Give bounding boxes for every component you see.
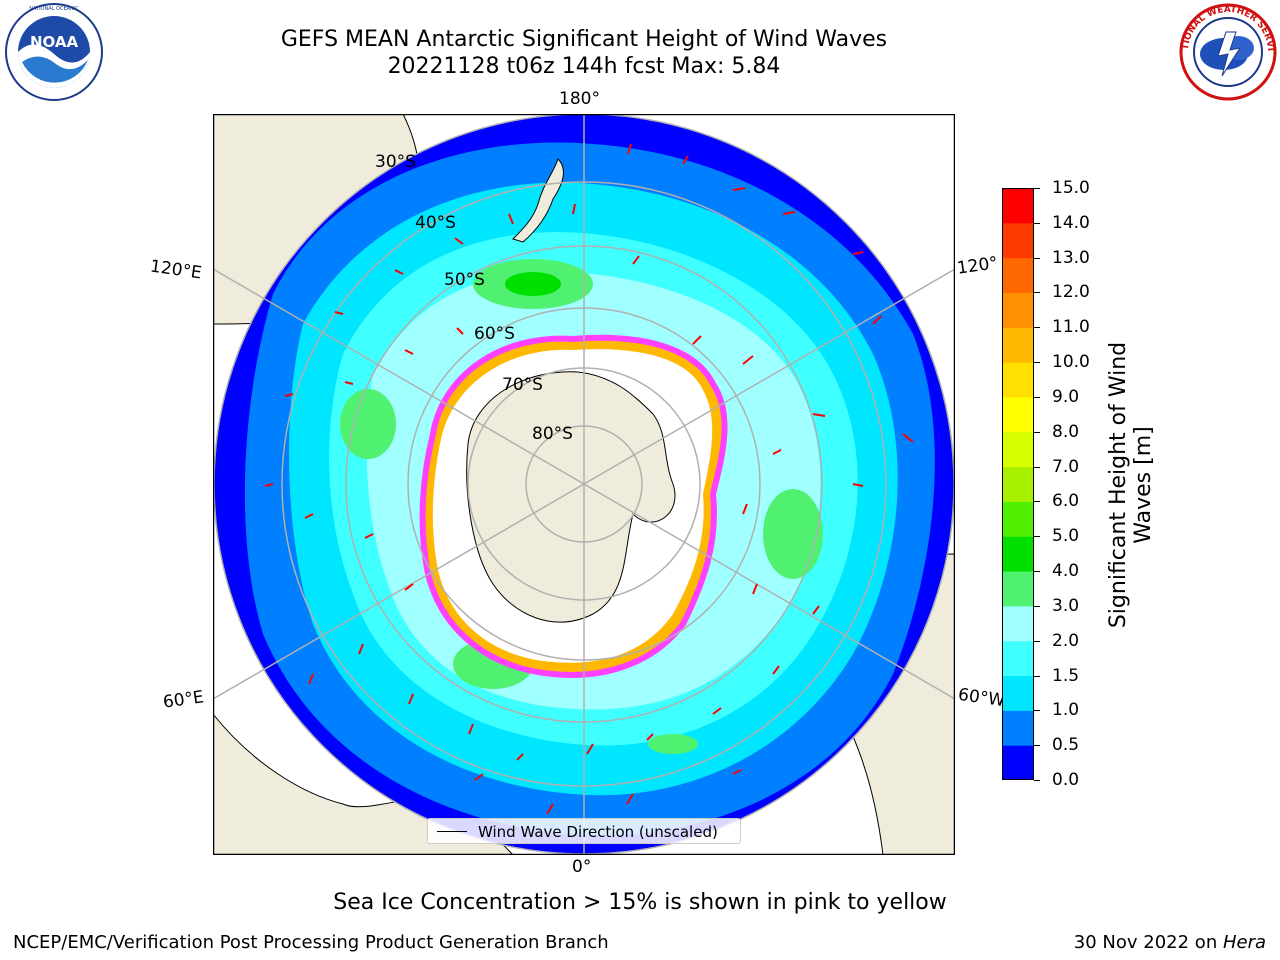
colorbar-tick-label: 6.0 (1052, 491, 1080, 512)
colorbar-band (1002, 536, 1034, 572)
colorbar-band (1002, 501, 1034, 537)
lon-label-0: 0° (572, 857, 592, 877)
land-new-zealand (512, 158, 564, 243)
colorbar (1002, 188, 1034, 780)
footer-host: Hera (1222, 932, 1266, 953)
colorbar-tick-label: 1.0 (1052, 700, 1080, 721)
colorbar-tick-mark (1034, 466, 1040, 468)
wave-max-2 (505, 272, 561, 296)
lon-label-60e: 60°E (161, 687, 206, 713)
colorbar-tick-mark (1034, 396, 1040, 398)
lat-label-70s: 70°S (502, 375, 543, 395)
colorbar-tick-label: 0.5 (1052, 735, 1080, 756)
colorbar-tick-mark (1034, 327, 1040, 329)
colorbar-band (1002, 257, 1034, 293)
colorbar-band (1002, 292, 1034, 328)
colorbar-band (1002, 605, 1034, 642)
colorbar-label-line2: Waves [m] (1131, 426, 1156, 544)
colorbar-band (1002, 188, 1034, 224)
colorbar-label-line1: Significant Height of Wind (1106, 341, 1131, 629)
colorbar-band (1002, 675, 1034, 711)
nws-logo: NATIONAL WEATHER SERVICE (1178, 2, 1277, 101)
sea-ice-note: Sea Ice Concentration > 15% is shown in … (333, 890, 947, 915)
footer-date: 30 Nov 2022 on Hera (1074, 932, 1266, 953)
colorbar-tick-mark (1034, 571, 1040, 573)
colorbar-tick-mark (1034, 431, 1040, 433)
colorbar-tick-label: 4.0 (1052, 561, 1080, 582)
lon-label-120e: 120°E (148, 256, 203, 284)
colorbar-band (1002, 362, 1034, 398)
lat-label-30s: 30°S (375, 152, 416, 172)
colorbar-band (1002, 466, 1034, 502)
lon-label-120w: 120° (955, 253, 1000, 279)
chart-title: GEFS MEAN Antarctic Significant Height o… (280, 27, 888, 52)
colorbar-tick-label: 7.0 (1052, 456, 1080, 477)
colorbar-tick-label: 3.0 (1052, 595, 1080, 616)
colorbar-tick-mark (1034, 292, 1040, 294)
colorbar-tick-label: 15.0 (1052, 178, 1090, 198)
colorbar-tick-label: 10.0 (1052, 352, 1090, 373)
colorbar-tick-label: 11.0 (1052, 317, 1090, 338)
legend-label: Wind Wave Direction (unscaled) (478, 823, 718, 841)
colorbar-band (1002, 327, 1034, 363)
colorbar-tick-mark (1034, 605, 1040, 607)
lon-label-60w: 60°W (956, 684, 1007, 712)
colorbar-band (1002, 431, 1034, 468)
wind-wave-arrows (264, 143, 914, 815)
lat-label-40s: 40°S (415, 213, 456, 233)
colorbar-tick-mark (1034, 501, 1040, 503)
footer-producer: NCEP/EMC/Verification Post Processing Pr… (13, 932, 609, 953)
colorbar-tick-mark (1034, 745, 1040, 747)
lat-label-50s: 50°S (444, 270, 485, 290)
colorbar-tick-label: 14.0 (1052, 212, 1090, 233)
colorbar-tick-label: 8.0 (1052, 421, 1080, 442)
colorbar-tick-label: 12.0 (1052, 282, 1090, 303)
colorbar-tick-mark (1034, 780, 1040, 781)
lon-label-180: 180° (559, 89, 600, 109)
lat-label-80s: 80°S (532, 424, 573, 444)
colorbar-tick-label: 2.0 (1052, 630, 1080, 651)
svg-text:NOAA: NOAA (30, 33, 79, 51)
wave-max-3 (340, 389, 396, 459)
colorbar-tick-label: 13.0 (1052, 247, 1090, 268)
colorbar-tick-mark (1034, 536, 1040, 538)
wave-max-6 (648, 734, 698, 754)
direction-legend: Wind Wave Direction (unscaled) (427, 818, 741, 844)
chart-subtitle: 20221128 t06z 144h fcst Max: 5.84 (387, 54, 781, 79)
colorbar-tick-mark (1034, 188, 1040, 189)
colorbar-band (1002, 396, 1034, 433)
colorbar-band (1002, 571, 1034, 607)
colorbar-tick-mark (1034, 710, 1040, 712)
legend-line-swatch (437, 831, 467, 832)
footer-date-text: 30 Nov 2022 on (1073, 932, 1223, 953)
colorbar-tick-mark (1034, 362, 1040, 364)
svg-text:NATIONAL OCEANIC: NATIONAL OCEANIC (29, 6, 79, 12)
colorbar-band (1002, 640, 1034, 677)
colorbar-tick-label: 9.0 (1052, 386, 1080, 407)
lat-label-60s: 60°S (474, 324, 515, 344)
wave-height-map (213, 114, 955, 855)
colorbar-tick-label: 1.5 (1052, 665, 1080, 686)
colorbar-tick-label: 5.0 (1052, 526, 1080, 547)
colorbar-tick-mark (1034, 640, 1040, 642)
colorbar-tick-mark (1034, 675, 1040, 677)
colorbar-tick-mark (1034, 257, 1040, 259)
colorbar-tick-mark (1034, 222, 1040, 224)
noaa-logo: NOAA NATIONAL OCEANIC (5, 3, 103, 101)
colorbar-band (1002, 710, 1034, 746)
colorbar-tick-label: 0.0 (1052, 770, 1080, 790)
wave-max-4 (763, 489, 823, 579)
colorbar-band (1002, 222, 1034, 259)
colorbar-band (1002, 745, 1034, 780)
